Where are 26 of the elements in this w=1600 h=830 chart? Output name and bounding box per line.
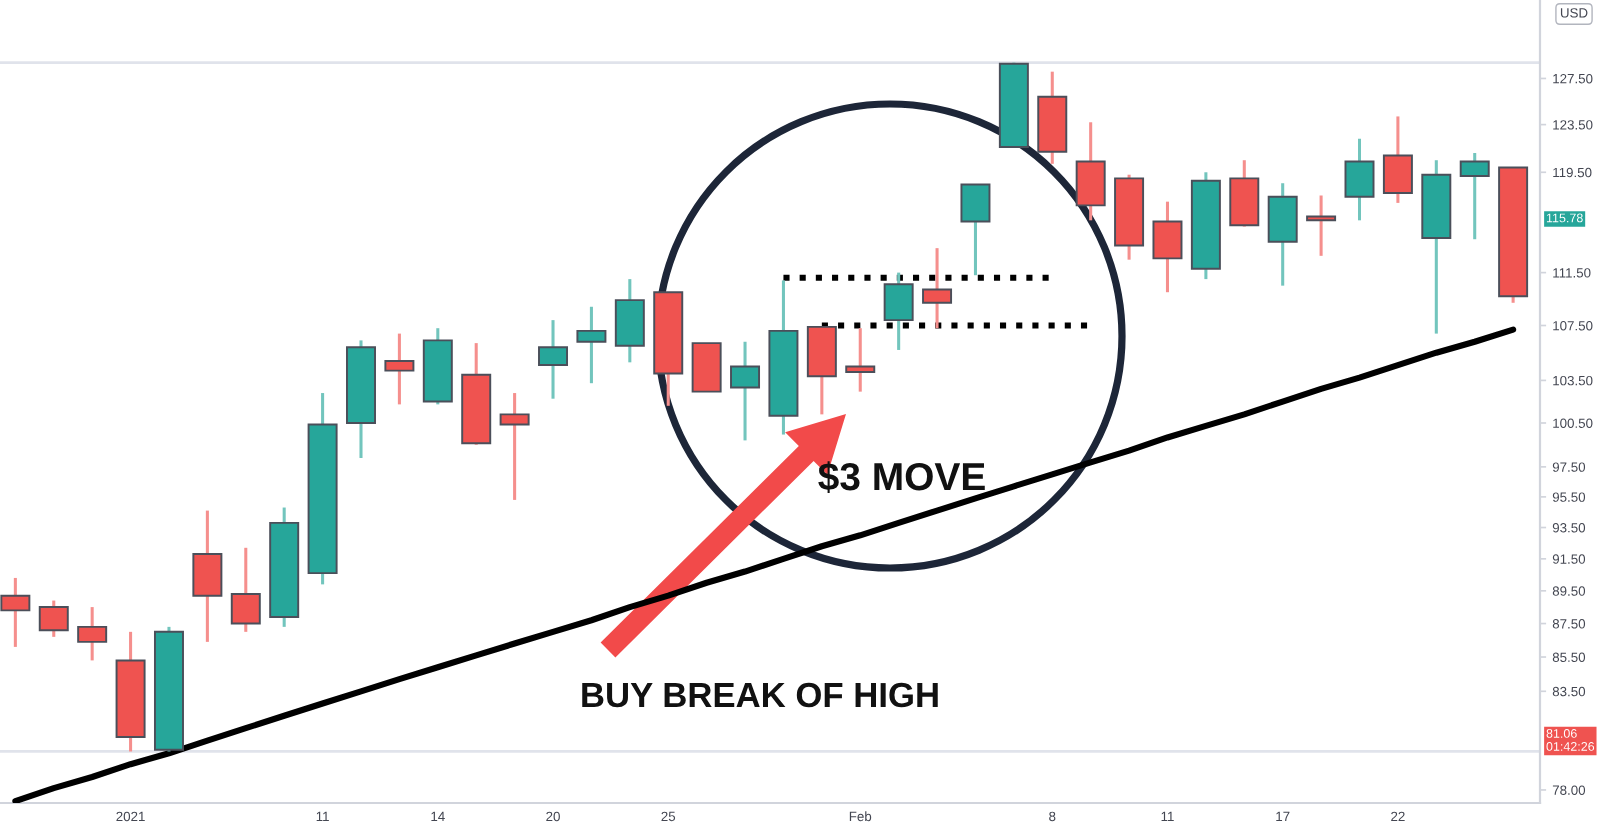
annotation: $3 MOVE (818, 461, 985, 493)
line-series (12, 326, 1517, 803)
candlestick (0, 576, 31, 649)
candlestick (960, 182, 991, 277)
candlestick (1306, 193, 1337, 258)
candlestick (614, 277, 645, 364)
candlestick (1344, 137, 1375, 222)
candlestick (845, 326, 876, 394)
candlestick (499, 391, 530, 502)
candlestick (1229, 158, 1260, 229)
candlestick (1382, 114, 1413, 205)
candlestick (1267, 181, 1298, 288)
candlestick (883, 271, 914, 352)
candlestick (77, 605, 108, 662)
candlestick (1075, 120, 1106, 222)
candlestick (538, 318, 568, 401)
candlestick (384, 332, 415, 406)
candlestick (230, 546, 261, 634)
candlestick (922, 246, 953, 330)
candlestick (38, 599, 69, 639)
candlestick (1459, 151, 1490, 241)
candlestick (576, 305, 607, 385)
candlestick (730, 340, 761, 442)
candlestick (192, 509, 223, 644)
candlestick (1152, 200, 1183, 294)
annotation: BUY BREAK OF HIGH (582, 682, 938, 708)
